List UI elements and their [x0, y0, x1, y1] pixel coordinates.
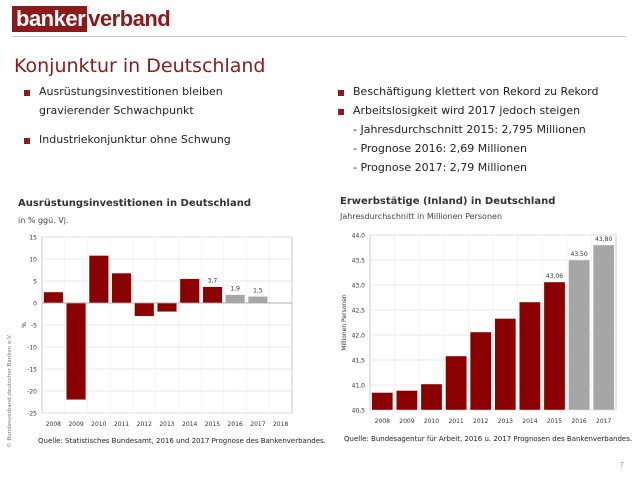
- left-bullet-1-line2: gravierender Schwachpunkt: [39, 104, 194, 117]
- bar-2016: [568, 259, 590, 411]
- y-tick-label: -10: [27, 345, 37, 352]
- left-bullet-2-text: Industriekonjunktur ohne Schwung: [39, 133, 231, 146]
- chart1-title: Ausrüstungsinvestitionen in Deutschland: [18, 198, 251, 209]
- right-bullet-2: Arbeitslosigkeit wird 2017 jedoch steige…: [336, 104, 636, 120]
- y-tick-label: 0: [33, 301, 37, 308]
- data-label-2015: 3,7: [208, 278, 218, 285]
- y-tick-label: 42,5: [352, 308, 366, 315]
- left-bullet-1-line1: Ausrüstungsinvestitionen bleiben: [39, 85, 223, 98]
- bar-2012: [469, 331, 492, 411]
- data-label-2017: 43,80: [595, 236, 612, 243]
- chart2-employment-bar-chart: 44,0 43,5 43,0 42,5 42,0 41,5 41,0 40,5 2008 2009…: [341, 233, 617, 425]
- bar-2014: [519, 301, 541, 411]
- page-number: 7: [619, 461, 624, 469]
- bar-2010: [420, 383, 443, 411]
- data-label-2016: 1,9: [230, 286, 240, 293]
- right-bullet-1: Beschäftigung klettert von Rekord zu Rek…: [336, 85, 636, 101]
- y-tick-label: 15: [29, 235, 37, 242]
- copyright-notice: © Bundesverband deutscher Banken e.V.: [7, 334, 13, 448]
- bar-2015: [543, 281, 566, 411]
- header-divider: [12, 36, 626, 37]
- data-label-2015: 43,06: [546, 273, 563, 280]
- right-bullet-list: Beschäftigung klettert von Rekord zu Rek…: [336, 85, 636, 177]
- y-tick-label: -5: [31, 323, 37, 330]
- x-tick-label: 2015: [547, 418, 562, 425]
- y-tick-label: 41,5: [352, 358, 366, 365]
- x-tick-label: 2010: [424, 418, 439, 425]
- left-bullet-2: Industriekonjunktur ohne Schwung: [22, 133, 312, 149]
- bar-2015: [202, 286, 223, 304]
- left-bullet-list: Ausrüstungsinvestitionen bleiben gravier…: [22, 85, 312, 157]
- logo-part-banker: banker: [12, 6, 88, 32]
- data-label-2017: 1,5: [253, 287, 263, 294]
- y-tick-label: 5: [33, 279, 37, 286]
- bullet-square-icon: [338, 109, 344, 115]
- chart2-subtitle: Jahresdurchschnitt in Millionen Personen: [340, 212, 503, 221]
- bar-2011: [111, 272, 132, 304]
- y-tick-label: 43,5: [352, 258, 366, 265]
- x-tick-label: 2009: [399, 418, 414, 425]
- bar-2011: [445, 355, 467, 411]
- right-subline-1: - Jahresdurchschnitt 2015: 2,795 Million…: [353, 123, 586, 136]
- bar-2010: [88, 255, 109, 304]
- right-bullet-1-text: Beschäftigung klettert von Rekord zu Rek…: [353, 85, 599, 98]
- y-tick-label: 43,0: [352, 283, 366, 290]
- y-tick-label: 41,0: [352, 383, 366, 390]
- left-bullet-1: Ausrüstungsinvestitionen bleiben gravier…: [22, 85, 312, 120]
- x-tick-label: 2014: [522, 418, 537, 425]
- x-tick-label: 2012: [473, 418, 488, 425]
- x-tick-label: 2011: [114, 421, 129, 428]
- y-tick-label: -25: [27, 411, 37, 418]
- chart2-title: Erwerbstätige (Inland) in Deutschland: [340, 196, 556, 207]
- brand-logo: banker verband: [12, 6, 171, 32]
- x-tick-label: 2014: [182, 421, 197, 428]
- x-tick-label: 2016: [571, 418, 586, 425]
- x-tick-label: 2008: [375, 418, 390, 425]
- chart1-subtitle: in % ggü. Vj.: [18, 216, 69, 225]
- bar-2014: [179, 278, 200, 304]
- x-tick-label: 2010: [91, 421, 106, 428]
- y-tick-label: 40,5: [352, 408, 366, 415]
- bar-2008: [371, 392, 394, 411]
- right-bullet-2-text: Arbeitslosigkeit wird 2017 jedoch steige…: [353, 104, 581, 117]
- chart1-source: Quelle: Statistisches Bundesamt, 2016 un…: [38, 437, 326, 445]
- bar-2009: [66, 302, 87, 401]
- x-tick-label: 2018: [273, 421, 288, 428]
- x-tick-label: 2016: [228, 421, 243, 428]
- bullet-square-icon: [338, 90, 344, 96]
- bar-2013: [494, 318, 517, 411]
- right-subline-2: - Prognose 2016: 2,69 Millionen: [353, 142, 527, 155]
- bullet-square-icon: [24, 90, 30, 96]
- bar-2013: [157, 302, 177, 313]
- bar-2016: [225, 294, 246, 304]
- bar-2017: [247, 296, 268, 304]
- bar-2012: [134, 302, 155, 317]
- bullet-square-icon: [24, 138, 30, 144]
- x-tick-label: 2013: [498, 418, 513, 425]
- y-tick-label: 10: [29, 257, 37, 264]
- chart1-investment-bar-chart: 15 10 5 0 -5 -10 -15 -20 -25 2008 2009 2010 2011 2012…: [21, 235, 293, 428]
- y-tick-label: 42,0: [352, 333, 366, 340]
- page-title: Konjunktur in Deutschland: [14, 55, 266, 77]
- chart2-source: Quelle: Bundesagentur für Arbeit, 2016 u…: [344, 435, 633, 443]
- y-tick-label: -20: [27, 389, 37, 396]
- x-tick-label: 2009: [68, 421, 83, 428]
- y-tick-label: 44,0: [352, 233, 366, 240]
- x-tick-label: 2017: [250, 421, 265, 428]
- logo-part-verband: verband: [88, 6, 171, 31]
- y-tick-label: -15: [27, 367, 37, 374]
- x-tick-label: 2017: [596, 418, 611, 425]
- y-axis-label: %: [21, 322, 28, 328]
- x-tick-label: 2015: [205, 421, 220, 428]
- y-axis-label: Millionen Personen: [341, 294, 348, 351]
- x-tick-label: 2008: [46, 421, 61, 428]
- right-subline-3: - Prognose 2017: 2,79 Millionen: [353, 161, 527, 174]
- x-tick-label: 2011: [448, 418, 463, 425]
- data-label-2016: 43,50: [571, 251, 588, 258]
- bar-2008: [43, 291, 64, 304]
- x-tick-label: 2012: [137, 421, 152, 428]
- bar-2017: [592, 244, 615, 411]
- x-tick-label: 2013: [159, 421, 174, 428]
- bar-2009: [396, 390, 418, 411]
